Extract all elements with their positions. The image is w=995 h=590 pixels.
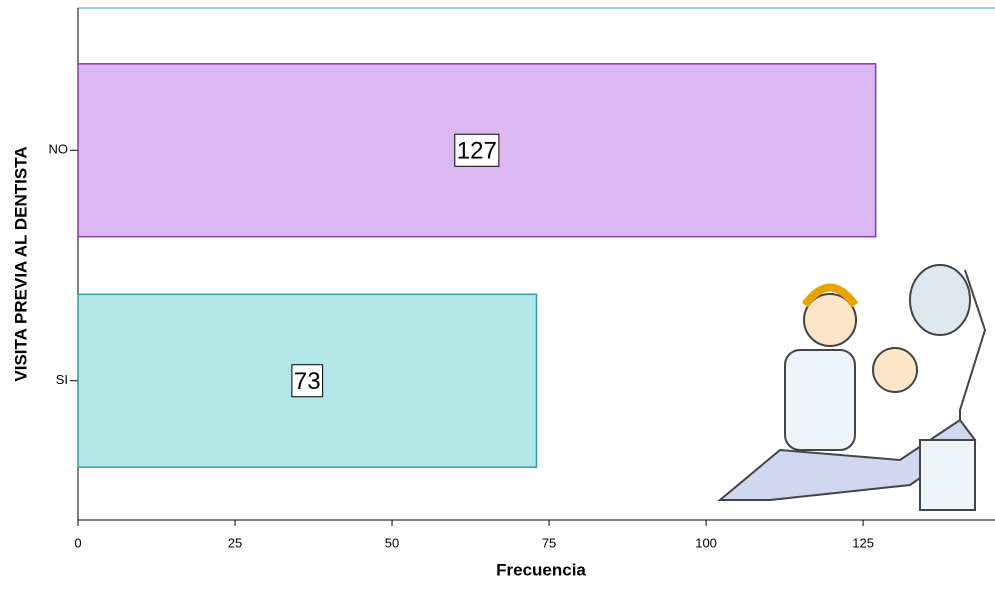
chart: Frecuencia VISITA PREVIA AL DENTISTA 0 25… bbox=[0, 0, 995, 585]
x-tick-label: 50 bbox=[385, 535, 399, 550]
child-head bbox=[873, 348, 917, 392]
lamp bbox=[910, 265, 970, 335]
y-tick-label: NO bbox=[49, 142, 69, 157]
x-tick-label: 75 bbox=[542, 535, 556, 550]
x-tick-label: 100 bbox=[695, 535, 717, 550]
value-label-text: 73 bbox=[294, 368, 321, 395]
illustration bbox=[720, 265, 985, 510]
x-axis-title: Frecuencia bbox=[496, 560, 586, 579]
value-label: 127 bbox=[455, 134, 499, 166]
value-label: 73 bbox=[292, 365, 323, 397]
y-tick-label: SI bbox=[56, 372, 68, 387]
x-tick-label: 125 bbox=[852, 535, 874, 550]
dentist-body bbox=[785, 350, 855, 450]
y-axis-title: VISITA PREVIA AL DENTISTA bbox=[11, 146, 30, 381]
x-tick-label: 25 bbox=[228, 535, 242, 550]
x-tick-label: 0 bbox=[74, 535, 81, 550]
value-label-text: 127 bbox=[457, 138, 497, 165]
dental-unit bbox=[920, 440, 975, 510]
